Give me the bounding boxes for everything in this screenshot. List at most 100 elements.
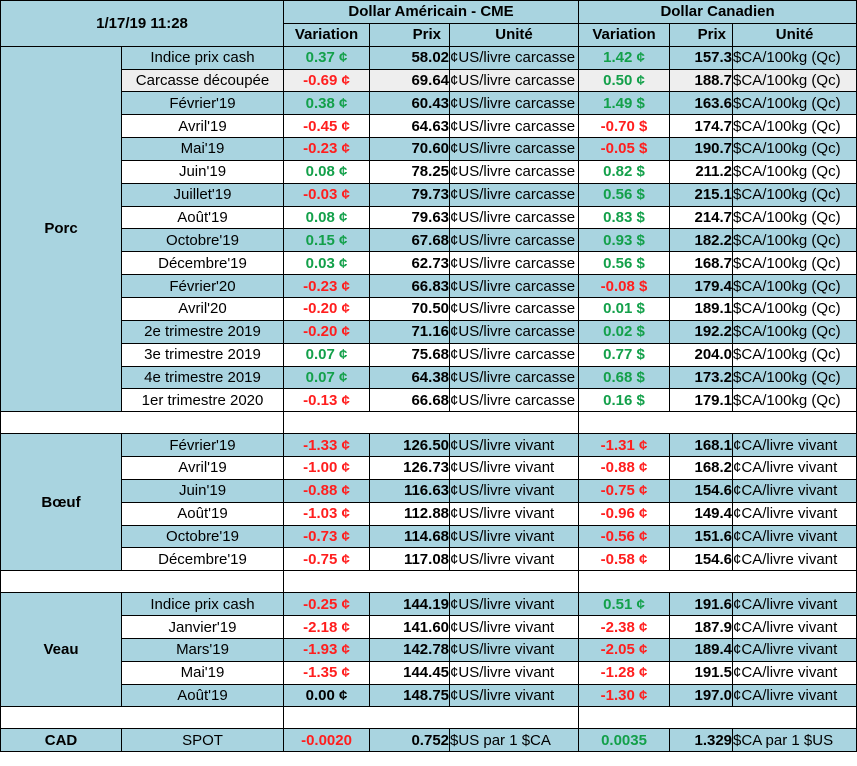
usd-unit: ¢US/livre vivant (449, 660, 580, 685)
usd-price-header: Prix (369, 22, 451, 47)
usd-unit: ¢US/livre carcasse (449, 388, 580, 413)
cad-variation: -2.05 ¢ (578, 637, 671, 662)
usd-price: 66.68 (369, 388, 451, 413)
usd-price: 64.38 (369, 365, 451, 390)
contract-label: Février'19 (120, 91, 285, 116)
usd-price: 0.752 (369, 728, 451, 753)
separator-cell (578, 411, 857, 435)
usd-unit: ¢US/livre carcasse (449, 342, 580, 367)
table-row: Mai'19 -1.35 ¢ 144.45 ¢US/livre vivant -1.28… (1, 660, 857, 685)
cad-unit: $CA/100kg (Qc) (732, 137, 857, 161)
usd-variation: 0.08 ¢ (283, 159, 371, 184)
usd-unit: ¢US/livre carcasse (449, 296, 580, 321)
cad-unit: $CA/100kg (Qc) (732, 91, 857, 116)
table-row: Février'19 0.38 ¢ 60.43 ¢US/livre carcasse 1… (1, 91, 857, 116)
contract-label: 1er trimestre 2020 (120, 388, 285, 413)
cad-price: 151.6 (669, 524, 734, 549)
contract-label: Mars'19 (120, 637, 285, 662)
cad-variation: -0.08 $ (578, 274, 671, 298)
usd-unit: ¢US/livre carcasse (449, 182, 580, 207)
contract-label: Février'19 (120, 433, 285, 458)
table-row: Mars'19 -1.93 ¢ 142.78 ¢US/livre vivant -2.0… (1, 637, 857, 662)
cad-unit: $CA/100kg (Qc) (732, 182, 857, 207)
table-row: 1er trimestre 2020 -0.13 ¢ 66.68 ¢US/livre … (1, 388, 857, 413)
usd-variation-header: Variation (283, 22, 371, 47)
usd-unit: ¢US/livre carcasse (449, 274, 580, 298)
cad-price: 173.2 (669, 365, 734, 390)
cad-unit: ¢CA/livre vivant (732, 592, 857, 617)
table-row: 2e trimestre 2019 -0.20 ¢ 71.16 ¢US/livre c… (1, 319, 857, 344)
table-row: Décembre'19 -0.75 ¢ 117.08 ¢US/livre vivant… (1, 547, 857, 572)
cad-price: 188.7 (669, 68, 734, 93)
cad-variation: -2.38 ¢ (578, 615, 671, 639)
table-row: Janvier'19 -2.18 ¢ 141.60 ¢US/livre vivant -… (1, 615, 857, 639)
cad-unit: $CA par 1 $US (732, 728, 857, 753)
table-row: Avril'19 -0.45 ¢ 64.63 ¢US/livre carcasse -0… (1, 114, 857, 139)
cad-price: 190.7 (669, 137, 734, 161)
timestamp: 1/17/19 11:28 (0, 0, 285, 47)
cad-unit: ¢CA/livre vivant (732, 524, 857, 549)
contract-label: Avril'19 (120, 114, 285, 139)
separator-cell (0, 706, 285, 730)
usd-unit: ¢US/livre vivant (449, 637, 580, 662)
usd-unit: ¢US/livre vivant (449, 592, 580, 617)
usd-variation: -1.03 ¢ (283, 501, 371, 526)
contract-label: 2e trimestre 2019 (120, 319, 285, 344)
usd-variation: -0.23 ¢ (283, 137, 371, 161)
cad-variation: -1.30 ¢ (578, 683, 671, 708)
usd-price: 126.73 (369, 456, 451, 480)
cad-variation: 0.83 $ (578, 205, 671, 230)
cad-variation: -0.05 $ (578, 137, 671, 161)
table-row: Octobre'19 -0.73 ¢ 114.68 ¢US/livre vivant -… (1, 524, 857, 549)
cad-category-label: CAD (0, 728, 122, 753)
separator-cell (0, 570, 285, 594)
contract-label: Décembre'19 (120, 547, 285, 572)
usd-variation: -0.25 ¢ (283, 592, 371, 617)
usd-price: 144.45 (369, 660, 451, 685)
cad-variation: -0.88 ¢ (578, 456, 671, 480)
header-row-1: 1/17/19 11:28 Dollar Américain - CME Dol… (0, 0, 857, 47)
table-row: Août'19 0.00 ¢ 148.75 ¢US/livre vivant -1.30… (1, 683, 857, 708)
usd-price: 116.63 (369, 478, 451, 503)
contract-label: Janvier'19 (120, 615, 285, 639)
cad-variation: 0.68 $ (578, 365, 671, 390)
contract-label: Juin'19 (120, 478, 285, 503)
cad-unit: ¢CA/livre vivant (732, 547, 857, 572)
cad-variation: 0.02 $ (578, 319, 671, 344)
usd-variation: -1.33 ¢ (283, 433, 371, 458)
usd-price: 79.73 (369, 182, 451, 207)
table-row: Décembre'19 0.03 ¢ 62.73 ¢US/livre carcasse… (1, 251, 857, 276)
cad-price: 168.2 (669, 456, 734, 480)
usd-variation: -0.88 ¢ (283, 478, 371, 503)
cad-price: 182.2 (669, 228, 734, 253)
usd-price: 142.78 (369, 637, 451, 662)
table-row: Avril'20 -0.20 ¢ 70.50 ¢US/livre carcasse 0.… (1, 296, 857, 321)
cad-price: 168.7 (669, 251, 734, 276)
cad-price: 191.5 (669, 660, 734, 685)
cad-variation: -0.56 ¢ (578, 524, 671, 549)
separator-cell (578, 570, 857, 594)
usd-unit: ¢US/livre carcasse (449, 228, 580, 253)
usd-unit: ¢US/livre carcasse (449, 68, 580, 93)
contract-label: Octobre'19 (120, 228, 285, 253)
contract-label: Mai'19 (120, 660, 285, 685)
cad-price: 1.329 (669, 728, 734, 753)
cad-price: 163.6 (669, 91, 734, 116)
cad-variation: -1.31 ¢ (578, 433, 671, 458)
usd-unit: ¢US/livre carcasse (449, 205, 580, 230)
usd-price: 71.16 (369, 319, 451, 344)
cad-unit: $CA/100kg (Qc) (732, 45, 857, 70)
usd-price: 126.50 (369, 433, 451, 458)
usd-unit: ¢US/livre vivant (449, 615, 580, 639)
table-row: Août'19 0.08 ¢ 79.63 ¢US/livre carcasse 0.83… (1, 205, 857, 230)
cad-variation: -1.28 ¢ (578, 660, 671, 685)
usd-price: 78.25 (369, 159, 451, 184)
contract-label: Avril'19 (120, 456, 285, 480)
separator-cell (283, 570, 580, 594)
separator-cell (283, 411, 580, 435)
usd-group-title: Dollar Américain - CME (283, 0, 580, 24)
usd-unit: ¢US/livre vivant (449, 524, 580, 549)
cad-unit: $CA/100kg (Qc) (732, 296, 857, 321)
cad-variation-header: Variation (578, 22, 671, 47)
